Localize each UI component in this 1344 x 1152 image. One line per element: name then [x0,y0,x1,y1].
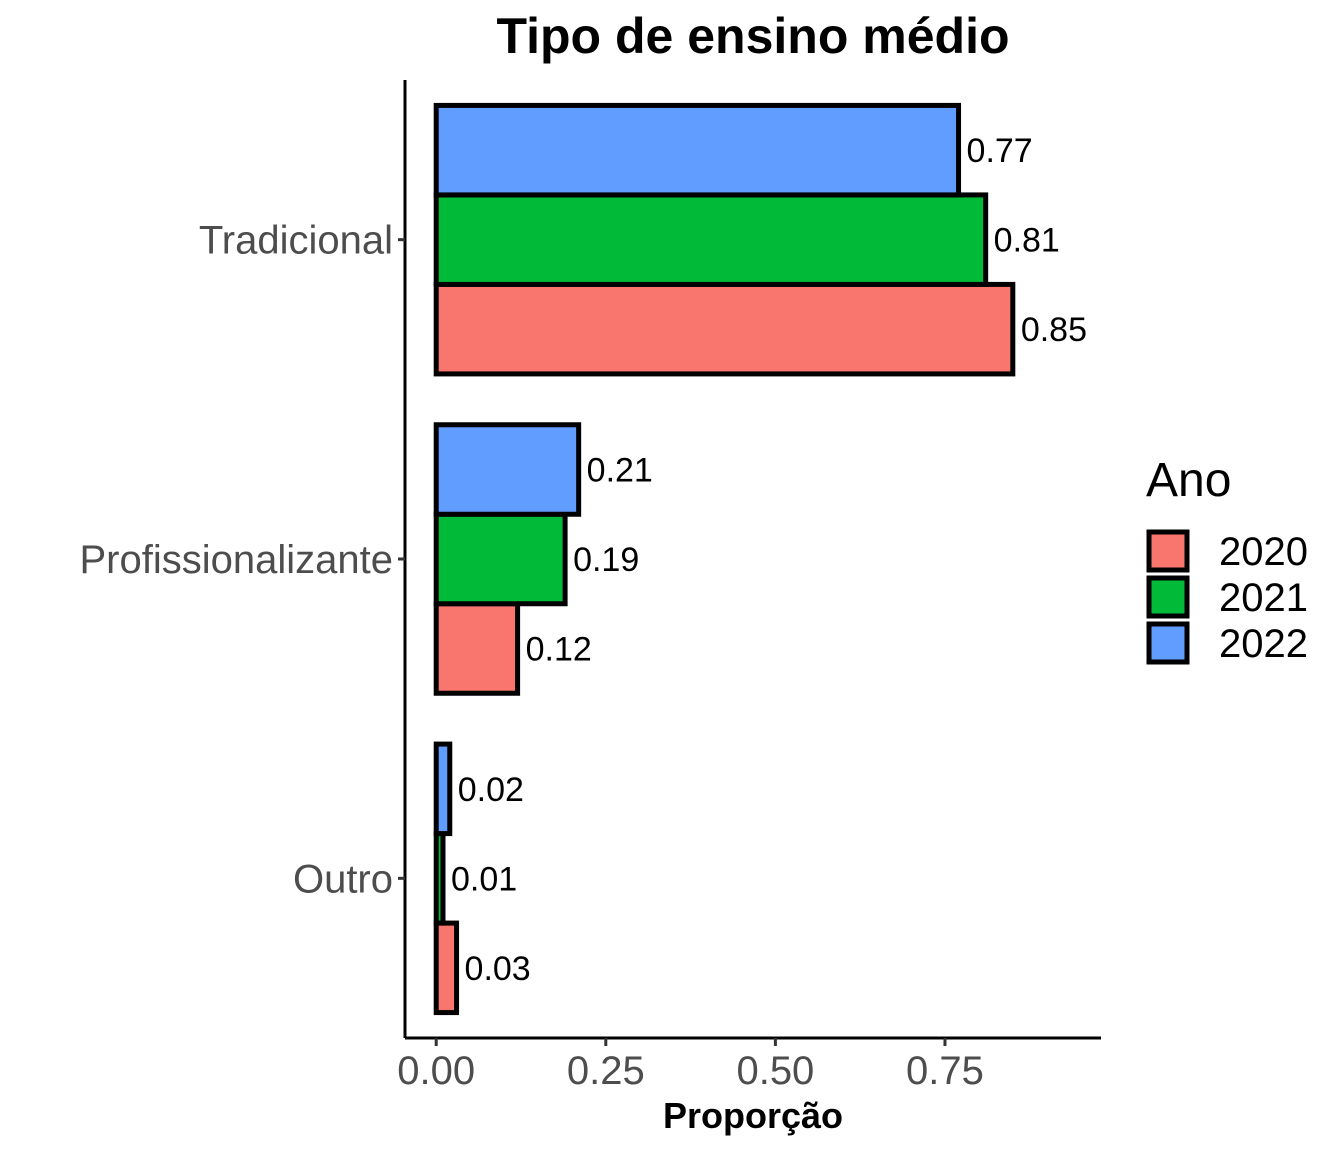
legend-key-2021 [1146,575,1190,619]
data-label: 0.81 [994,222,1060,260]
y-tick-label: Tradicional [199,219,393,263]
data-label: 0.21 [587,452,653,490]
bars-layer [433,102,1016,1016]
data-label: 0.77 [967,132,1033,170]
data-label: 0.01 [451,860,517,898]
y-ticks: Tradicional Profissionalizante Outro [80,219,405,901]
y-tick-label: Outro [293,857,393,901]
legend-title: Ano [1146,454,1231,507]
x-tick-label: 0.50 [736,1049,814,1093]
bar-2021 [433,192,989,287]
legend-label: 2021 [1219,576,1308,620]
x-tick-label: 0.75 [906,1049,984,1093]
bar-2022 [433,102,962,198]
bar-2022 [433,422,582,517]
data-label: 0.19 [573,541,639,579]
bar-2021 [433,831,446,926]
legend-label: 2022 [1219,622,1308,666]
bar-2020 [433,281,1016,377]
data-label: 0.03 [465,950,531,988]
data-label: 0.12 [526,631,592,669]
data-label: 0.02 [458,771,524,809]
x-axis-label: Proporção [663,1095,843,1136]
legend-label: 2020 [1219,530,1308,574]
bar-2020 [433,601,521,696]
x-tick-label: 0.00 [397,1049,475,1093]
y-tick-label: Profissionalizante [80,538,394,582]
data-label: 0.85 [1021,311,1087,349]
x-tick-label: 0.25 [567,1049,645,1093]
legend-key-2020 [1146,529,1190,573]
bar-2020 [433,920,460,1016]
x-ticks: 0.00 0.25 0.50 0.75 [397,1038,984,1093]
legend-key-2022 [1146,621,1190,665]
labels-layer: 0.85 0.81 0.77 0.12 0.19 0.21 0.03 0.01 0.02 [451,132,1087,988]
bar-2022 [433,741,453,837]
chart-title: Tipo de ensino médio [496,8,1009,64]
bar-2021 [433,511,568,607]
